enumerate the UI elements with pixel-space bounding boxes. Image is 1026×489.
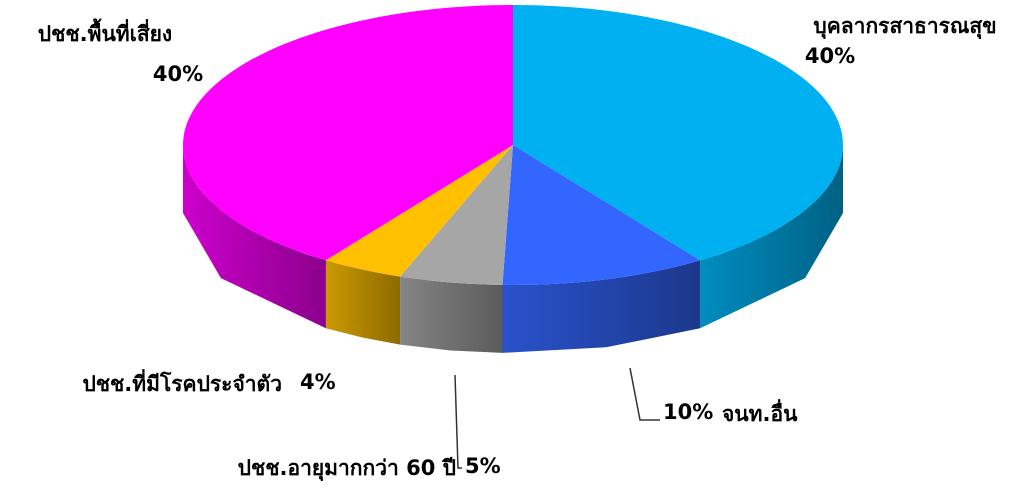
value-label: 10%	[663, 400, 713, 424]
category-label: จนท.อื่น	[722, 398, 798, 426]
slice-side	[400, 276, 503, 353]
slice	[325, 145, 513, 277]
slice-side	[700, 145, 843, 329]
leader-line	[629, 367, 660, 421]
category-label: ปชช.อายุมากกว่า 60 ปี	[238, 456, 456, 482]
value-label: 4%	[300, 370, 336, 394]
slice	[400, 145, 513, 285]
value-label: 40%	[153, 62, 203, 86]
slice	[513, 5, 843, 261]
slice	[502, 145, 701, 285]
category-label: ปชช.พื้นที่เสี่ยง	[38, 18, 172, 46]
slice-side	[502, 260, 701, 353]
slice-side	[183, 145, 326, 329]
category-label: ปชช.ที่มีโรคประจำตัว	[82, 368, 282, 396]
value-label: 40%	[805, 44, 855, 68]
category-label: บุคลากรสาธารณสุข	[813, 14, 996, 40]
slice-side	[325, 260, 401, 345]
slice	[183, 5, 513, 261]
leader-line	[454, 374, 462, 469]
value-label: 5%	[465, 454, 501, 478]
